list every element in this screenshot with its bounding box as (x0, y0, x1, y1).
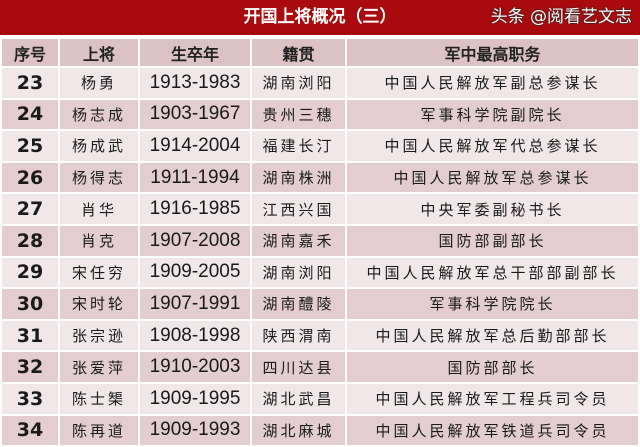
life-years: 1911-1994 (138, 160, 252, 195)
general-name: 杨志成 (58, 97, 140, 132)
table-row: 27 肖华 1916-1985 江西兴国 中央军委副秘书长 (0, 192, 640, 226)
general-name: 张爱萍 (58, 350, 140, 384)
table-row: 32 张爱萍 1910-2003 四川达县 国防部部长 (0, 350, 640, 384)
hometown: 湖南嘉禾 (250, 223, 347, 258)
hometown: 湖南醴陵 (250, 287, 347, 321)
highest-post: 中央军委副秘书长 (345, 192, 640, 226)
rank-number: 33 (0, 381, 60, 416)
column-header: 籍贯 (250, 37, 347, 68)
table-row: 25 杨成武 1914-2004 福建长汀 中国人民解放军代总参谋长 (0, 129, 640, 163)
highest-post: 军事科学院院长 (345, 287, 640, 321)
highest-post: 中国人民解放军副总参谋长 (345, 66, 640, 100)
rank-number: 26 (0, 160, 60, 195)
highest-post: 中国人民解放军总参谋长 (345, 160, 640, 195)
table-row: 31 张宗逊 1908-1998 陕西渭南 中国人民解放军总后勤部部长 (0, 318, 640, 353)
rank-number: 25 (0, 129, 60, 163)
life-years: 1913-1983 (138, 66, 252, 100)
life-years: 1910-2003 (138, 350, 252, 384)
table-row: 26 杨得志 1911-1994 湖南株洲 中国人民解放军总参谋长 (0, 160, 640, 195)
rank-number: 31 (0, 318, 60, 353)
life-years: 1907-2008 (138, 223, 252, 258)
rank-number: 30 (0, 287, 60, 321)
life-years: 1907-1991 (138, 287, 252, 321)
life-years: 1916-1985 (138, 192, 252, 226)
general-name: 陈士榘 (58, 381, 140, 416)
highest-post: 中国人民解放军总后勤部部长 (345, 318, 640, 353)
hometown: 贵州三穗 (250, 97, 347, 132)
hometown: 湖北麻城 (250, 413, 347, 447)
hometown: 湖南浏阳 (250, 66, 347, 100)
hometown: 江西兴国 (250, 192, 347, 226)
hometown: 湖南株洲 (250, 160, 347, 195)
highest-post: 中国人民解放军总干部部副部长 (345, 255, 640, 290)
general-name: 肖华 (58, 192, 140, 226)
watermark: 头条 @阅看艺文志 (490, 7, 632, 27)
highest-post: 中国人民解放军代总参谋长 (345, 129, 640, 163)
general-name: 宋时轮 (58, 287, 140, 321)
hometown: 湖北武昌 (250, 381, 347, 416)
column-header: 序号 (0, 37, 60, 68)
table-row: 30 宋时轮 1907-1991 湖南醴陵 军事科学院院长 (0, 287, 640, 321)
highest-post: 国防部副部长 (345, 223, 640, 258)
table-title: 开国上将概况（三） (243, 7, 397, 27)
rank-number: 29 (0, 255, 60, 290)
general-name: 张宗逊 (58, 318, 140, 353)
hometown: 陕西渭南 (250, 318, 347, 353)
highest-post: 中国人民解放军铁道兵司令员 (345, 413, 640, 447)
table-row: 28 肖克 1907-2008 湖南嘉禾 国防部副部长 (0, 223, 640, 258)
header-row: 序号 上将 生卒年 籍贯 军中最高职务 (0, 37, 640, 68)
general-name: 肖克 (58, 223, 140, 258)
hometown: 四川达县 (250, 350, 347, 384)
rank-number: 23 (0, 66, 60, 100)
table-row: 34 陈再道 1909-1993 湖北麻城 中国人民解放军铁道兵司令员 (0, 413, 640, 447)
rank-number: 24 (0, 97, 60, 132)
general-name: 杨勇 (58, 66, 140, 100)
general-name: 杨得志 (58, 160, 140, 195)
rank-number: 27 (0, 192, 60, 226)
hometown: 湖南浏阳 (250, 255, 347, 290)
column-header: 军中最高职务 (345, 37, 640, 68)
column-header: 上将 (58, 37, 140, 68)
rank-number: 34 (0, 413, 60, 447)
table-row: 33 陈士榘 1909-1995 湖北武昌 中国人民解放军工程兵司令员 (0, 381, 640, 416)
general-name: 宋任穷 (58, 255, 140, 290)
rank-number: 28 (0, 223, 60, 258)
life-years: 1909-1993 (138, 413, 252, 447)
life-years: 1909-2005 (138, 255, 252, 290)
generals-table: 序号 上将 生卒年 籍贯 军中最高职务 23 杨勇 1913-1983 湖南浏阳 中国人民解放军… (0, 37, 640, 447)
life-years: 1903-1967 (138, 97, 252, 132)
table-title-bar: 开国上将概况（三） 头条 @阅看艺文志 (0, 0, 640, 37)
table-row: 23 杨勇 1913-1983 湖南浏阳 中国人民解放军副总参谋长 (0, 66, 640, 100)
life-years: 1908-1998 (138, 318, 252, 353)
highest-post: 国防部部长 (345, 350, 640, 384)
highest-post: 军事科学院副院长 (345, 97, 640, 132)
rank-number: 32 (0, 350, 60, 384)
hometown: 福建长汀 (250, 129, 347, 163)
general-name: 陈再道 (58, 413, 140, 447)
life-years: 1914-2004 (138, 129, 252, 163)
life-years: 1909-1995 (138, 381, 252, 416)
highest-post: 中国人民解放军工程兵司令员 (345, 381, 640, 416)
table-row: 29 宋任穷 1909-2005 湖南浏阳 中国人民解放军总干部部副部长 (0, 255, 640, 290)
column-header: 生卒年 (138, 37, 252, 68)
general-name: 杨成武 (58, 129, 140, 163)
table-row: 24 杨志成 1903-1967 贵州三穗 军事科学院副院长 (0, 97, 640, 132)
